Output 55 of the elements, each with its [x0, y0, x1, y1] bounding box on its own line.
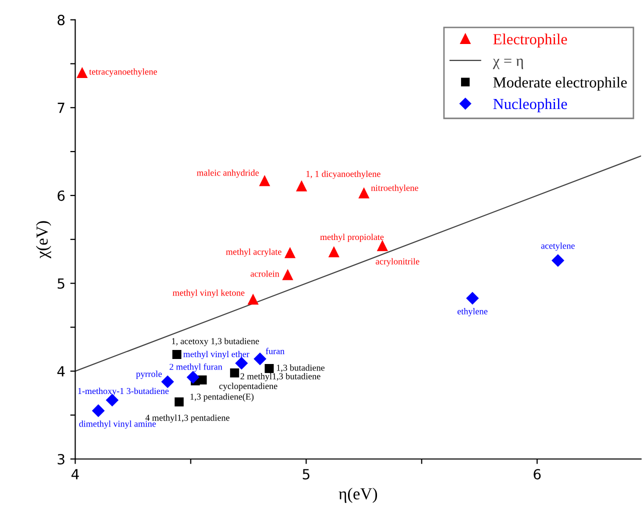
- annotation: methyl acrylate: [226, 248, 282, 257]
- y-tick-label: 3: [58, 454, 64, 464]
- legend-label: Moderate electrophile: [493, 76, 627, 91]
- legend-label: χ = η: [492, 58, 524, 70]
- point: [248, 294, 259, 305]
- annotation: acetylene: [541, 242, 575, 251]
- point: [328, 246, 340, 258]
- point: [161, 375, 174, 388]
- annotation: tetracyanoethylene: [89, 68, 157, 77]
- x-tick-label: 5: [302, 469, 310, 480]
- annotation: furan: [266, 348, 284, 354]
- x-tick-label: 4: [71, 469, 79, 480]
- point: [254, 352, 266, 366]
- annotation: 1, 1 dicyanoethylene: [306, 170, 380, 179]
- point: [235, 356, 248, 370]
- annotation: 1-methoxy-1 3-butadiene: [78, 388, 169, 396]
- point: [230, 368, 240, 378]
- y-tick-label: 6: [58, 190, 65, 201]
- point: [284, 247, 296, 258]
- annotation: pyrrole: [136, 370, 162, 379]
- legend-label: Electrophile: [493, 34, 567, 48]
- point: [174, 397, 184, 406]
- annotation: 1,3 pentadiene(E): [190, 393, 254, 402]
- y-tick-label: 8: [58, 14, 65, 26]
- annotation: 1,3 butadiene: [276, 364, 324, 372]
- point: [296, 180, 308, 192]
- annotation: cyclopentadiene: [219, 382, 278, 391]
- annotation: 2 methyl1,3 butadiene: [240, 372, 320, 382]
- annotation: 2 methyl furan: [170, 363, 222, 372]
- legend-label: Nucleophile: [493, 98, 567, 112]
- annotation: methyl vinyl ether: [183, 350, 250, 360]
- y-tick-label: 5: [58, 278, 64, 289]
- point: [466, 292, 479, 305]
- point: [358, 187, 370, 198]
- x-tick-label: 6: [534, 468, 541, 480]
- annotation: acrolein: [250, 270, 280, 277]
- annotation: nitroethylene: [371, 184, 418, 193]
- x-axis-title: η(eV): [338, 488, 378, 503]
- point: [92, 404, 105, 418]
- point: [259, 174, 270, 186]
- annotation: acrylonitrile: [376, 258, 420, 266]
- annotation: dimethyl vinyl amine: [79, 420, 156, 429]
- annotation: ethylene: [458, 308, 488, 316]
- y-tick-label: 4: [57, 366, 65, 376]
- annotation: methyl propiolate: [320, 234, 384, 242]
- point: [282, 268, 294, 280]
- point: [552, 254, 564, 267]
- point: [76, 66, 88, 78]
- point: [172, 350, 182, 359]
- y-tick-label: 7: [58, 102, 64, 113]
- annotation: 1, acetoxy 1,3 butadiene: [172, 338, 259, 346]
- annotation: maleic anhydride: [196, 169, 259, 178]
- point: [264, 364, 274, 374]
- y-axis-title: χ(eV): [36, 221, 52, 258]
- annotation: methyl vinyl ketone: [172, 289, 244, 298]
